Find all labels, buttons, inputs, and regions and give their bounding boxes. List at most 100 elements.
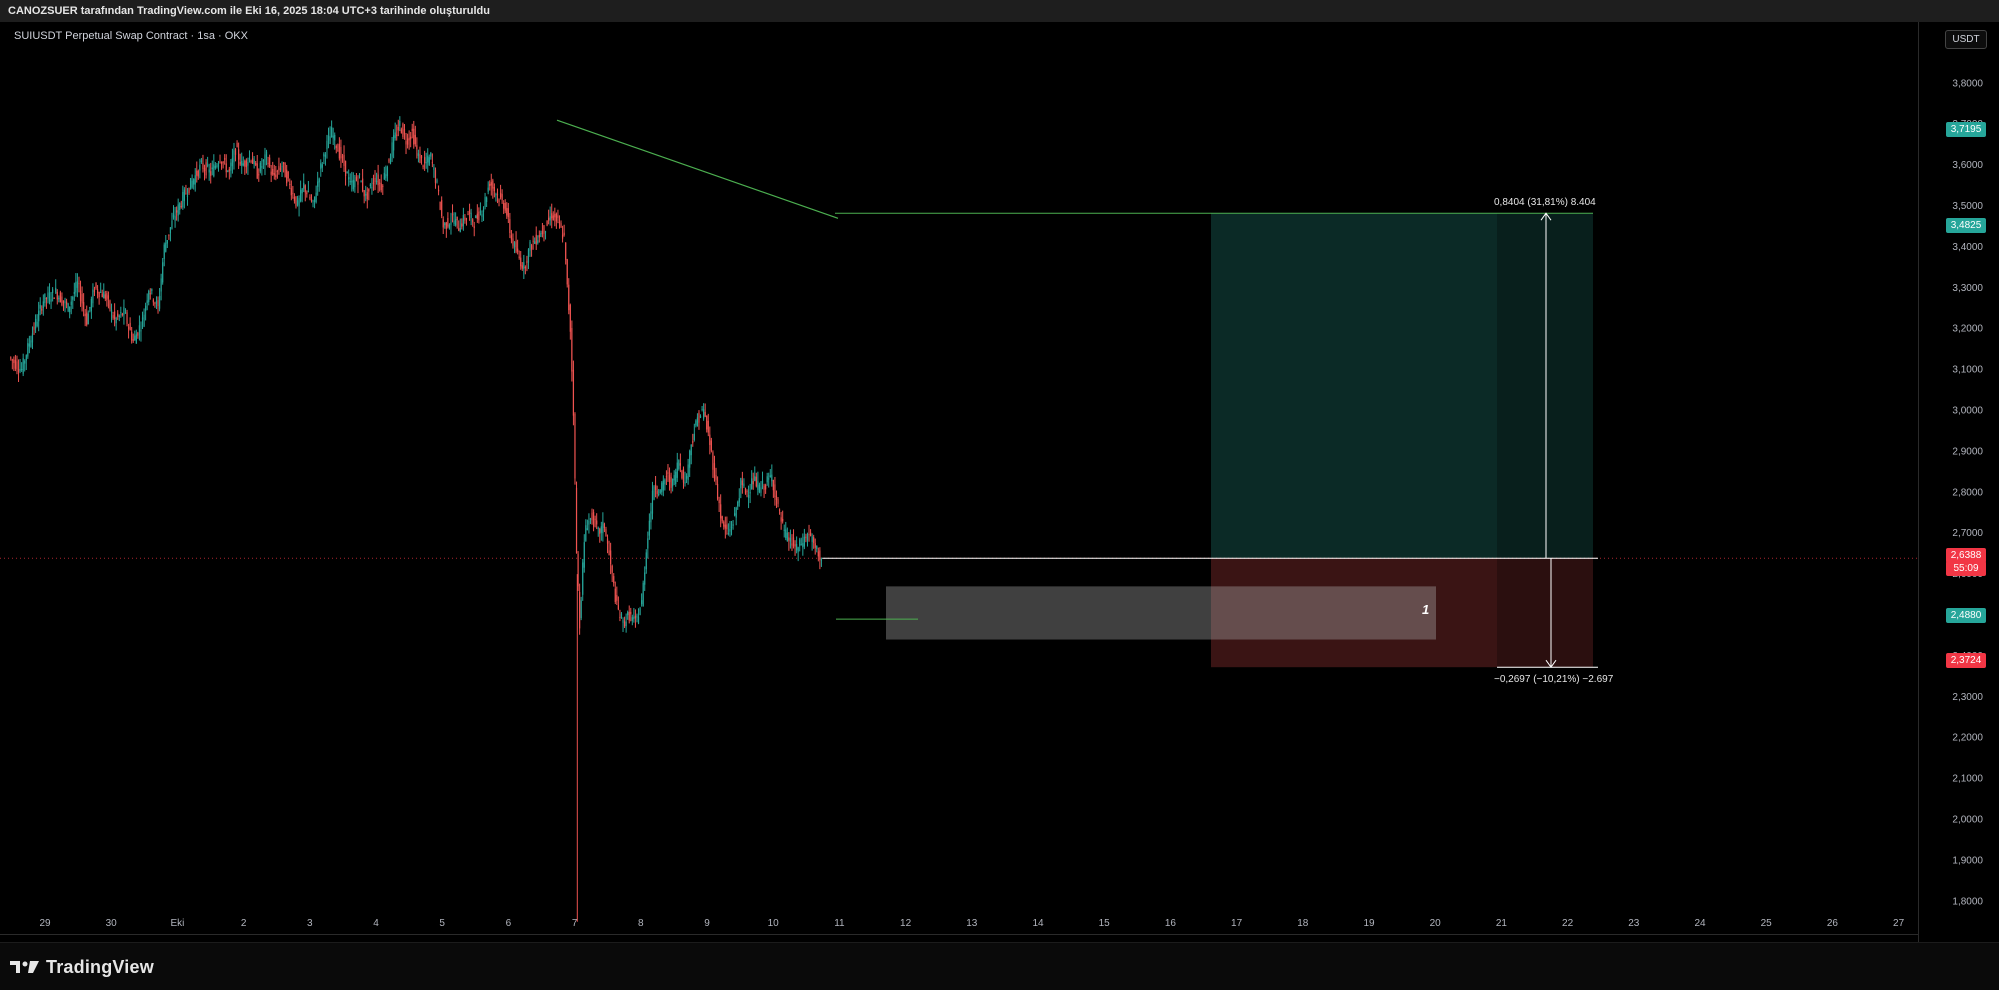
candle-body xyxy=(154,302,156,304)
price-axis-tick: 1,8000 xyxy=(1952,896,1983,907)
currency-button[interactable]: USDT xyxy=(1945,30,1987,49)
candle-body xyxy=(617,605,619,610)
candle-body xyxy=(552,215,554,221)
candle-body xyxy=(64,301,66,303)
candle-body xyxy=(427,155,429,163)
candle-body xyxy=(699,415,702,418)
profit-arrowhead xyxy=(1540,212,1552,221)
candle-body xyxy=(386,167,389,177)
candle-body xyxy=(140,330,142,332)
candle-body xyxy=(179,203,181,210)
candle-body xyxy=(121,313,123,316)
candle-body xyxy=(222,161,224,163)
candle-body xyxy=(357,181,359,185)
candle-body xyxy=(459,227,461,233)
candle-body xyxy=(453,220,455,225)
candle-body xyxy=(464,217,466,221)
candle-body xyxy=(775,495,778,500)
candle-body xyxy=(335,145,337,149)
candle-body xyxy=(658,494,660,496)
candle-body xyxy=(695,420,697,426)
candle-body xyxy=(52,289,54,294)
candle-body xyxy=(799,539,801,546)
candle-body xyxy=(45,298,48,300)
candle-body xyxy=(439,201,441,210)
time-axis-label: 7 xyxy=(572,918,578,929)
candle-body xyxy=(391,142,393,157)
time-axis-label: 25 xyxy=(1761,918,1773,929)
candle-body xyxy=(289,184,291,186)
candle-body xyxy=(706,415,708,430)
candle-body xyxy=(135,334,137,344)
candle-body xyxy=(650,511,652,523)
candle-body xyxy=(565,242,567,260)
candle-body xyxy=(672,478,674,487)
candle-body xyxy=(778,509,781,511)
candle-body xyxy=(13,359,15,364)
chart-canvas[interactable]: 3,90003,80003,70003,60003,50003,40003,30… xyxy=(0,22,1999,942)
candle-body xyxy=(110,309,113,313)
candle-body xyxy=(203,167,206,171)
candle-body xyxy=(585,525,587,541)
candle-body xyxy=(746,491,748,493)
candle-body xyxy=(713,463,716,479)
candle-body xyxy=(205,162,207,176)
time-axis-label: 23 xyxy=(1628,918,1640,929)
time-axis-label: 21 xyxy=(1496,918,1508,929)
candle-body xyxy=(290,188,292,196)
trendline xyxy=(556,119,839,219)
time-axis-label: 12 xyxy=(900,918,912,929)
candle-body xyxy=(196,170,198,176)
candle-body xyxy=(317,181,319,187)
candle-body xyxy=(653,486,655,500)
time-axis[interactable] xyxy=(0,934,1918,943)
candle-body xyxy=(385,174,387,179)
candle-body xyxy=(484,197,486,208)
price-axis-tick: 3,4000 xyxy=(1952,242,1983,253)
candle-body xyxy=(225,163,227,173)
candle-body xyxy=(780,517,782,522)
candle-body xyxy=(24,360,26,364)
candle-body xyxy=(329,136,331,144)
candle-body xyxy=(208,169,210,173)
candle-body xyxy=(337,150,339,152)
candle-body xyxy=(811,536,813,542)
candle-body xyxy=(48,292,51,302)
candle-body xyxy=(213,164,215,177)
candle-body xyxy=(456,216,458,221)
symbol-label[interactable]: SUIUSDT Perpetual Swap Contract · 1sa · … xyxy=(14,30,248,42)
candle-body xyxy=(605,529,607,537)
candle-body xyxy=(189,178,192,190)
candle-body xyxy=(334,134,336,141)
candle-body xyxy=(549,216,551,221)
candle-body xyxy=(419,153,421,164)
candle-body xyxy=(137,332,139,336)
candle-body xyxy=(230,162,232,171)
candle-body xyxy=(103,292,105,299)
candle-body xyxy=(127,327,130,329)
candle-body xyxy=(678,460,680,469)
candle-body xyxy=(582,562,584,595)
time-axis-label: 18 xyxy=(1297,918,1309,929)
candle-body xyxy=(180,206,182,208)
candle-body xyxy=(447,218,449,227)
candle-body xyxy=(90,298,92,312)
candle-body xyxy=(413,128,415,145)
price-axis[interactable] xyxy=(1918,22,1999,942)
candle-body xyxy=(628,611,630,621)
candle-body xyxy=(366,192,368,200)
candle-body xyxy=(633,616,635,620)
candle-body xyxy=(529,241,531,251)
candle-body xyxy=(659,489,661,494)
chart-area[interactable]: 3,90003,80003,70003,60003,50003,40003,30… xyxy=(0,22,1999,942)
candle-body xyxy=(458,228,460,231)
candle-body xyxy=(574,413,576,479)
candle-body xyxy=(320,163,322,169)
tradingview-logo[interactable]: TradingView xyxy=(10,955,154,979)
candle-body xyxy=(707,420,709,433)
candle-body xyxy=(546,220,548,226)
candle-body xyxy=(577,553,579,587)
candle-body xyxy=(721,516,723,522)
price-axis-tick: 3,3000 xyxy=(1952,283,1983,294)
candle-body xyxy=(59,292,61,303)
